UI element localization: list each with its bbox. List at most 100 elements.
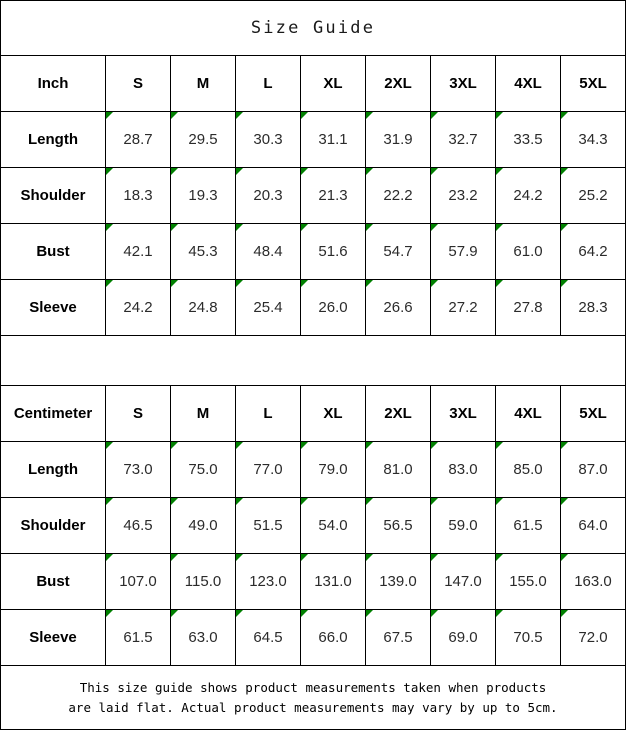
measurement-value: 22.2 [366, 168, 431, 223]
inch-size-header-2xl: 2XL [366, 56, 431, 111]
measurement-value: 27.8 [496, 280, 561, 335]
value-text: 24.8 [188, 299, 218, 316]
table-row: Bust 107.0 115.0 123.0 131.0 139.0 147.0… [1, 554, 626, 610]
value-text: 34.3 [578, 131, 608, 148]
value-text: 27.8 [513, 299, 543, 316]
corner-marker-icon [366, 280, 373, 287]
corner-marker-icon [366, 224, 373, 231]
measurement-value: 28.7 [106, 112, 171, 167]
corner-marker-icon [236, 498, 243, 505]
measurement-value: 81.0 [366, 442, 431, 497]
cm-size-header-4xl: 4XL [496, 386, 561, 441]
measurement-value: 32.7 [431, 112, 496, 167]
corner-marker-icon [301, 280, 308, 287]
measurement-value: 59.0 [431, 498, 496, 553]
measurement-value: 87.0 [561, 442, 626, 497]
corner-marker-icon [431, 224, 438, 231]
corner-marker-icon [496, 168, 503, 175]
measurement-value: 73.0 [106, 442, 171, 497]
measurement-value: 31.1 [301, 112, 366, 167]
corner-marker-icon [496, 610, 503, 617]
measurement-value: 67.5 [366, 610, 431, 665]
corner-marker-icon [366, 442, 373, 449]
value-text: 147.0 [444, 573, 482, 590]
inch-size-header-4xl: 4XL [496, 56, 561, 111]
value-text: 48.4 [253, 243, 283, 260]
corner-marker-icon [561, 280, 568, 287]
corner-marker-icon [301, 610, 308, 617]
measurement-value: 61.5 [496, 498, 561, 553]
measurement-value: 25.2 [561, 168, 626, 223]
measurement-value: 115.0 [171, 554, 236, 609]
corner-marker-icon [496, 112, 503, 119]
value-text: 79.0 [318, 461, 348, 478]
centimeter-unit-label: Centimeter [1, 386, 106, 441]
corner-marker-icon [106, 498, 113, 505]
measurement-value: 28.3 [561, 280, 626, 335]
inch-size-header-3xl: 3XL [431, 56, 496, 111]
corner-marker-icon [561, 554, 568, 561]
corner-marker-icon [171, 224, 178, 231]
table-row: Length 28.7 29.5 30.3 31.1 31.9 32.7 33.… [1, 112, 626, 168]
cm-size-header-5xl: 5XL [561, 386, 626, 441]
corner-marker-icon [236, 280, 243, 287]
value-text: 33.5 [513, 131, 543, 148]
value-text: 27.2 [448, 299, 478, 316]
corner-marker-icon [366, 498, 373, 505]
inch-size-header-s: S [106, 56, 171, 111]
page-title: Size Guide [250, 18, 376, 38]
value-text: 66.0 [318, 629, 348, 646]
corner-marker-icon [106, 112, 113, 119]
value-text: 67.5 [383, 629, 413, 646]
value-text: 77.0 [253, 461, 283, 478]
measurement-value: 61.0 [496, 224, 561, 279]
value-text: 64.5 [253, 629, 283, 646]
value-text: 24.2 [513, 187, 543, 204]
value-text: 61.5 [513, 517, 543, 534]
corner-marker-icon [301, 442, 308, 449]
measurement-value: 34.3 [561, 112, 626, 167]
measurement-value: 26.0 [301, 280, 366, 335]
centimeter-header-row: Centimeter S M L XL 2XL 3XL 4XL 5XL [1, 386, 626, 442]
table-spacer-row [1, 336, 626, 386]
measurement-value: 123.0 [236, 554, 301, 609]
table-row: Sleeve 24.2 24.8 25.4 26.0 26.6 27.2 27.… [1, 280, 626, 336]
corner-marker-icon [496, 442, 503, 449]
inch-unit-label: Inch [1, 56, 106, 111]
value-text: 85.0 [513, 461, 543, 478]
measurement-value: 61.5 [106, 610, 171, 665]
table-row: Sleeve 61.5 63.0 64.5 66.0 67.5 69.0 70.… [1, 610, 626, 666]
measurement-value: 19.3 [171, 168, 236, 223]
corner-marker-icon [106, 442, 113, 449]
corner-marker-icon [106, 224, 113, 231]
measurement-value: 18.3 [106, 168, 171, 223]
inch-size-header-l: L [236, 56, 301, 111]
value-text: 123.0 [249, 573, 287, 590]
corner-marker-icon [236, 554, 243, 561]
corner-marker-icon [236, 112, 243, 119]
corner-marker-icon [301, 554, 308, 561]
corner-marker-icon [301, 498, 308, 505]
measurement-value: 155.0 [496, 554, 561, 609]
corner-marker-icon [236, 610, 243, 617]
measurement-value: 72.0 [561, 610, 626, 665]
value-text: 57.9 [448, 243, 478, 260]
measurement-value: 85.0 [496, 442, 561, 497]
measurement-value: 25.4 [236, 280, 301, 335]
title-row: Size Guide [1, 1, 626, 56]
table-row: Bust 42.1 45.3 48.4 51.6 54.7 57.9 61.0 … [1, 224, 626, 280]
footer-note-line-1: This size guide shows product measuremen… [79, 679, 547, 695]
corner-marker-icon [561, 442, 568, 449]
value-text: 42.1 [123, 243, 153, 260]
value-text: 115.0 [184, 573, 222, 590]
value-text: 31.9 [383, 131, 413, 148]
table-row: Length 73.0 75.0 77.0 79.0 81.0 83.0 85.… [1, 442, 626, 498]
measurement-value: 131.0 [301, 554, 366, 609]
corner-marker-icon [301, 224, 308, 231]
footer-note: This size guide shows product measuremen… [1, 666, 625, 729]
corner-marker-icon [561, 610, 568, 617]
corner-marker-icon [171, 610, 178, 617]
corner-marker-icon [366, 554, 373, 561]
corner-marker-icon [301, 112, 308, 119]
corner-marker-icon [171, 168, 178, 175]
